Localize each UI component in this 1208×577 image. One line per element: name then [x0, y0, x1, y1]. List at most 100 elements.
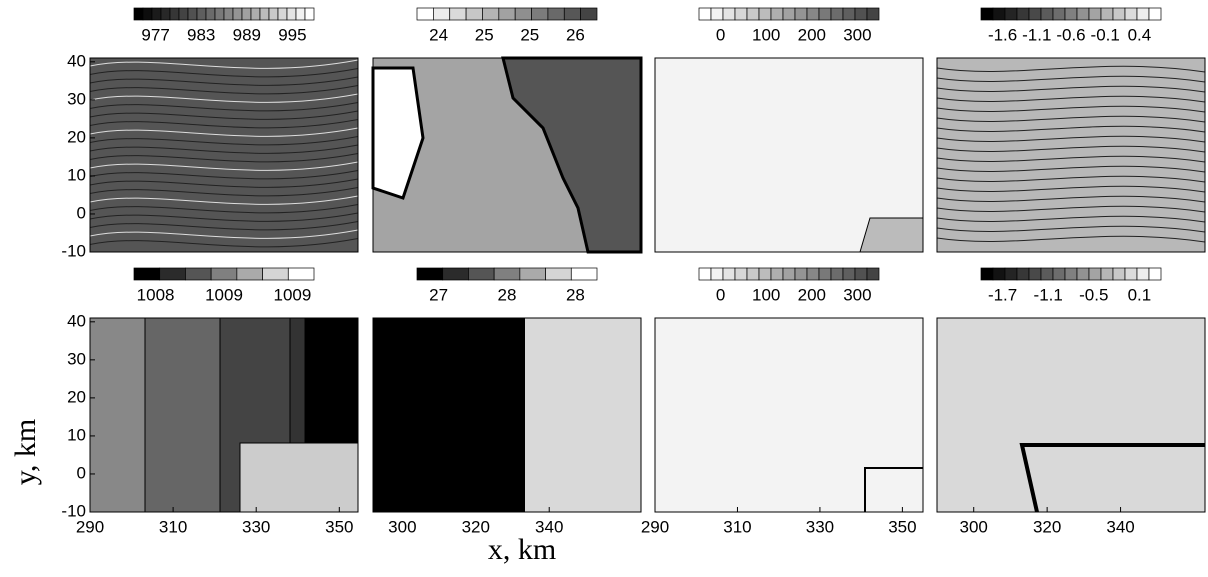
- colorbar-step: [233, 8, 242, 20]
- y-tick-label: 0: [77, 203, 86, 222]
- y-tick-label: 30: [67, 89, 86, 108]
- colorbar-step: [206, 8, 215, 20]
- colorbar-step: [1053, 268, 1065, 280]
- colorbar-step: [1137, 8, 1149, 20]
- panel: -10010203040290310330350100810091009: [61, 268, 358, 536]
- colorbar-step: [296, 8, 305, 20]
- colorbar-step: [795, 8, 807, 20]
- colorbar-tick-label: 27: [429, 285, 448, 304]
- y-tick-label: 0: [77, 463, 86, 482]
- colorbar-step: [237, 268, 263, 280]
- colorbar-tick-label: 28: [566, 285, 585, 304]
- colorbar-step: [211, 268, 237, 280]
- colorbar-step: [735, 268, 747, 280]
- colorbar-step: [1005, 268, 1017, 280]
- colorbar-step: [1125, 8, 1137, 20]
- colorbar-step: [843, 8, 855, 20]
- field: [937, 58, 1205, 252]
- colorbar-tick-label: 983: [187, 25, 215, 44]
- colorbar-step: [771, 268, 783, 280]
- region: [373, 318, 525, 512]
- colorbar-step: [981, 8, 993, 20]
- colorbar-step: [993, 8, 1005, 20]
- colorbar-step: [699, 8, 711, 20]
- x-tick-label: 310: [723, 517, 751, 536]
- colorbar-step: [581, 8, 597, 20]
- colorbar-step: [224, 8, 233, 20]
- colorbar-step: [520, 268, 546, 280]
- colorbar-step: [532, 8, 548, 20]
- colorbar-step: [723, 268, 735, 280]
- colorbar-tick-label: -0.5: [1079, 285, 1108, 304]
- colorbar-step: [197, 8, 206, 20]
- colorbar-step: [571, 268, 597, 280]
- colorbar-step: [134, 8, 143, 20]
- colorbar-step: [1113, 8, 1125, 20]
- region: [240, 443, 358, 512]
- colorbar-step: [831, 8, 843, 20]
- x-tick-label: 320: [462, 517, 490, 536]
- colorbar-step: [305, 8, 314, 20]
- colorbar-tick-label: -1.6: [988, 25, 1017, 44]
- colorbar-tick-label: 200: [798, 285, 826, 304]
- y-tick-label: 20: [67, 387, 86, 406]
- y-tick-label: 40: [67, 51, 86, 70]
- colorbar-step: [251, 8, 260, 20]
- colorbar-step: [1029, 8, 1041, 20]
- colorbar-tick-label: 989: [233, 25, 261, 44]
- colorbar-step: [855, 8, 867, 20]
- colorbar-tick-label: 100: [752, 25, 780, 44]
- colorbar-step: [843, 268, 855, 280]
- colorbar-tick-label: 1008: [137, 285, 175, 304]
- x-tick-label: 350: [325, 517, 353, 536]
- colorbar-step: [1041, 268, 1053, 280]
- colorbar-step: [1053, 8, 1065, 20]
- colorbar-step: [417, 8, 433, 20]
- panel: -10010203040977983989995: [61, 8, 358, 260]
- x-axis-label: x, km: [488, 533, 556, 566]
- colorbar-tick-label: 995: [278, 25, 306, 44]
- colorbar-step: [831, 268, 843, 280]
- x-tick-label: 300: [388, 517, 416, 536]
- colorbar-step: [170, 8, 179, 20]
- colorbar-step: [185, 268, 211, 280]
- colorbar-step: [1089, 8, 1101, 20]
- panel: 300320340-1.7-1.1-0.50.1: [937, 268, 1205, 536]
- colorbar-tick-label: 300: [843, 285, 871, 304]
- colorbar-tick-label: 25: [520, 25, 539, 44]
- colorbar-tick-label: 26: [566, 25, 585, 44]
- x-tick-label: 340: [1106, 517, 1134, 536]
- colorbar-step: [482, 8, 498, 20]
- colorbar-tick-label: 200: [798, 25, 826, 44]
- colorbar-step: [1017, 8, 1029, 20]
- colorbar-step: [1149, 8, 1161, 20]
- colorbar-step: [160, 268, 186, 280]
- y-tick-label: -10: [61, 241, 86, 260]
- colorbar-tick-label: -1.1: [1022, 25, 1051, 44]
- colorbar-step: [981, 268, 993, 280]
- colorbar-tick-label: 0.4: [1128, 25, 1152, 44]
- colorbar-step: [288, 268, 314, 280]
- colorbar-tick-label: 0.1: [1128, 285, 1152, 304]
- x-tick-label: 320: [1033, 517, 1061, 536]
- colorbar-step: [1113, 268, 1125, 280]
- colorbar-step: [134, 268, 160, 280]
- colorbar-tick-label: -0.6: [1056, 25, 1085, 44]
- colorbar-step: [260, 8, 269, 20]
- colorbar-step: [278, 8, 287, 20]
- colorbar-step: [771, 8, 783, 20]
- colorbar-step: [759, 268, 771, 280]
- colorbar-step: [188, 8, 197, 20]
- colorbar-step: [819, 268, 831, 280]
- colorbar-step: [215, 8, 224, 20]
- y-tick-label: 10: [67, 425, 86, 444]
- colorbar-step: [242, 8, 251, 20]
- x-tick-label: 350: [888, 517, 916, 536]
- colorbar-step: [287, 8, 296, 20]
- colorbar-step: [1149, 268, 1161, 280]
- x-tick-label: 290: [76, 517, 104, 536]
- colorbar-step: [494, 268, 520, 280]
- colorbar-tick-label: 100: [752, 285, 780, 304]
- colorbar-tick-label: 0: [716, 25, 725, 44]
- colorbar-step: [443, 268, 469, 280]
